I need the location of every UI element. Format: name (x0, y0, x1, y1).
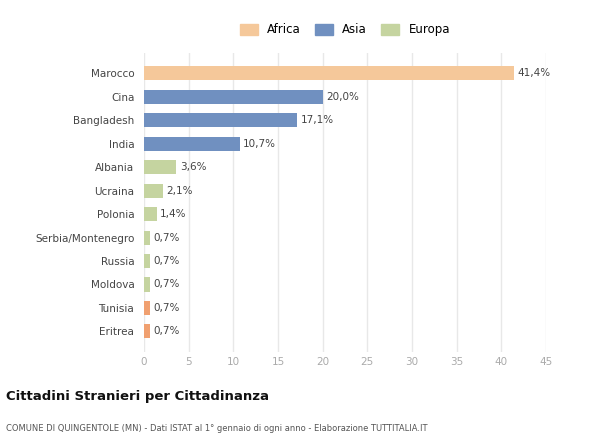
Bar (144, 254, 150, 268)
Text: 0,7%: 0,7% (154, 256, 180, 266)
Text: 3,6%: 3,6% (180, 162, 206, 172)
Text: 17,1%: 17,1% (301, 115, 334, 125)
Bar (144, 160, 176, 174)
Bar (144, 183, 163, 198)
Text: 0,7%: 0,7% (154, 303, 180, 313)
Bar (144, 66, 514, 81)
Bar (144, 137, 239, 151)
Bar (144, 301, 150, 315)
Text: 41,4%: 41,4% (517, 69, 551, 78)
Text: COMUNE DI QUINGENTOLE (MN) - Dati ISTAT al 1° gennaio di ogni anno - Elaborazion: COMUNE DI QUINGENTOLE (MN) - Dati ISTAT … (6, 424, 427, 433)
Text: 20,0%: 20,0% (326, 92, 359, 102)
Bar (144, 278, 150, 292)
Legend: Africa, Asia, Europa: Africa, Asia, Europa (236, 20, 454, 40)
Text: 10,7%: 10,7% (243, 139, 276, 149)
Text: 2,1%: 2,1% (166, 186, 193, 196)
Text: 0,7%: 0,7% (154, 233, 180, 242)
Text: Cittadini Stranieri per Cittadinanza: Cittadini Stranieri per Cittadinanza (6, 390, 269, 403)
Text: 1,4%: 1,4% (160, 209, 187, 219)
Text: 0,7%: 0,7% (154, 279, 180, 290)
Bar (144, 113, 297, 127)
Bar (144, 207, 157, 221)
Bar (144, 324, 150, 338)
Bar (144, 90, 323, 104)
Bar (144, 231, 150, 245)
Text: 0,7%: 0,7% (154, 326, 180, 336)
